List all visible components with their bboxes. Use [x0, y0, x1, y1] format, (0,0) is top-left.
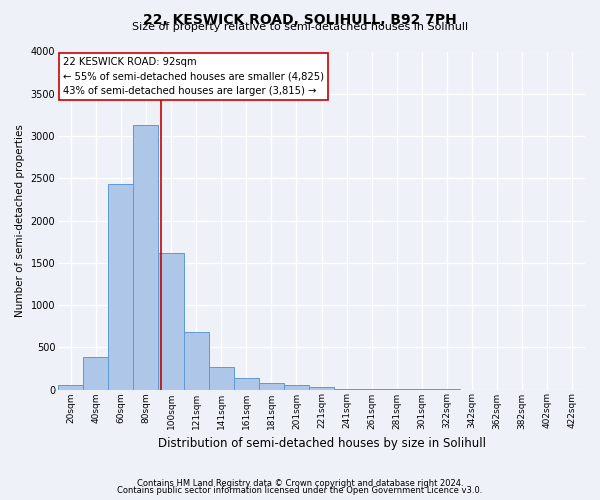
Bar — [108, 184, 133, 390]
Text: 22, KESWICK ROAD, SOLIHULL, B92 7PH: 22, KESWICK ROAD, SOLIHULL, B92 7PH — [143, 12, 457, 26]
Bar — [209, 366, 234, 390]
Bar — [259, 383, 284, 390]
Bar — [133, 125, 158, 390]
Bar — [309, 387, 334, 390]
Bar — [58, 386, 83, 390]
Text: Size of property relative to semi-detached houses in Solihull: Size of property relative to semi-detach… — [132, 22, 468, 32]
Bar — [158, 254, 184, 390]
Text: Contains HM Land Registry data © Crown copyright and database right 2024.: Contains HM Land Registry data © Crown c… — [137, 478, 463, 488]
Y-axis label: Number of semi-detached properties: Number of semi-detached properties — [15, 124, 25, 317]
X-axis label: Distribution of semi-detached houses by size in Solihull: Distribution of semi-detached houses by … — [158, 437, 485, 450]
Text: 22 KESWICK ROAD: 92sqm
← 55% of semi-detached houses are smaller (4,825)
43% of : 22 KESWICK ROAD: 92sqm ← 55% of semi-det… — [64, 56, 325, 96]
Bar — [184, 332, 209, 390]
Bar — [284, 386, 309, 390]
Bar — [234, 378, 259, 390]
Text: Contains public sector information licensed under the Open Government Licence v3: Contains public sector information licen… — [118, 486, 482, 495]
Bar — [83, 356, 108, 390]
Bar — [334, 388, 359, 390]
